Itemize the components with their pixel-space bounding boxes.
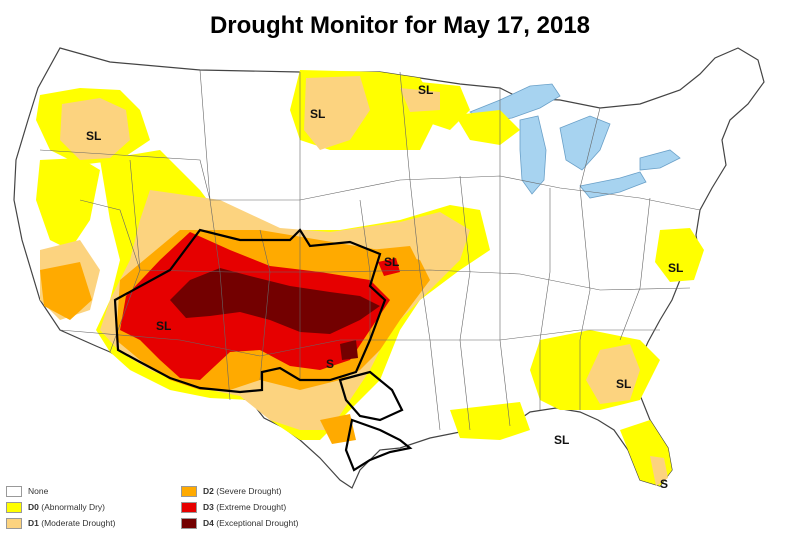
- legend-column-right: D2 (Severe Drought) D3 (Extreme Drought)…: [181, 483, 298, 531]
- impact-label: S: [326, 357, 334, 371]
- legend: None D0 (Abnormally Dry) D1 (Moderate Dr…: [6, 483, 386, 533]
- legend-code: D0: [28, 502, 39, 512]
- legend-swatch: [181, 517, 197, 529]
- impact-label: SL: [616, 377, 631, 391]
- legend-item-d2: D2 (Severe Drought): [181, 483, 298, 499]
- d4-areas: [170, 268, 380, 360]
- impact-label: SL: [668, 261, 683, 275]
- legend-item-none: None: [6, 483, 115, 499]
- impact-labels: SL SL SL SL SL SL S SL SL S: [86, 83, 683, 491]
- legend-name: (Abnormally Dry): [41, 502, 106, 512]
- legend-code: D4: [203, 518, 214, 528]
- great-lakes: [469, 83, 681, 199]
- legend-swatch: [181, 485, 197, 497]
- legend-name: (Severe Drought): [216, 486, 282, 496]
- impact-label: SL: [384, 255, 399, 269]
- legend-swatch: [181, 501, 197, 513]
- legend-item-d3: D3 (Extreme Drought): [181, 499, 298, 515]
- legend-column-left: None D0 (Abnormally Dry) D1 (Moderate Dr…: [6, 483, 115, 531]
- legend-swatch: [6, 501, 22, 513]
- legend-name: (Exceptional Drought): [216, 518, 299, 528]
- impact-label: SL: [554, 433, 569, 447]
- legend-item-d4: D4 (Exceptional Drought): [181, 515, 298, 531]
- impact-label: SL: [86, 129, 101, 143]
- impact-label: SL: [418, 83, 433, 97]
- legend-swatch: [6, 517, 22, 529]
- impact-label: SL: [156, 319, 171, 333]
- legend-name: None: [28, 486, 49, 496]
- legend-code: D2: [203, 486, 214, 496]
- legend-item-d0: D0 (Abnormally Dry): [6, 499, 115, 515]
- legend-code: D3: [203, 502, 214, 512]
- impact-label: SL: [310, 107, 325, 121]
- impact-outlines: [113, 228, 413, 472]
- legend-item-d1: D1 (Moderate Drought): [6, 515, 115, 531]
- legend-name: (Moderate Drought): [41, 518, 116, 528]
- impact-label: S: [660, 477, 668, 491]
- legend-code: D1: [28, 518, 39, 528]
- legend-name: (Extreme Drought): [216, 502, 287, 512]
- state-borders: [39, 69, 701, 431]
- map-title: Drought Monitor for May 17, 2018: [209, 12, 591, 39]
- legend-swatch: [6, 485, 22, 497]
